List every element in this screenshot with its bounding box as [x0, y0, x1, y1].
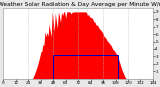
Bar: [53, 55, 118, 79]
Title: Milwaukee Weather Solar Radiation & Day Average per Minute W/m2 (Today): Milwaukee Weather Solar Radiation & Day …: [0, 2, 160, 7]
